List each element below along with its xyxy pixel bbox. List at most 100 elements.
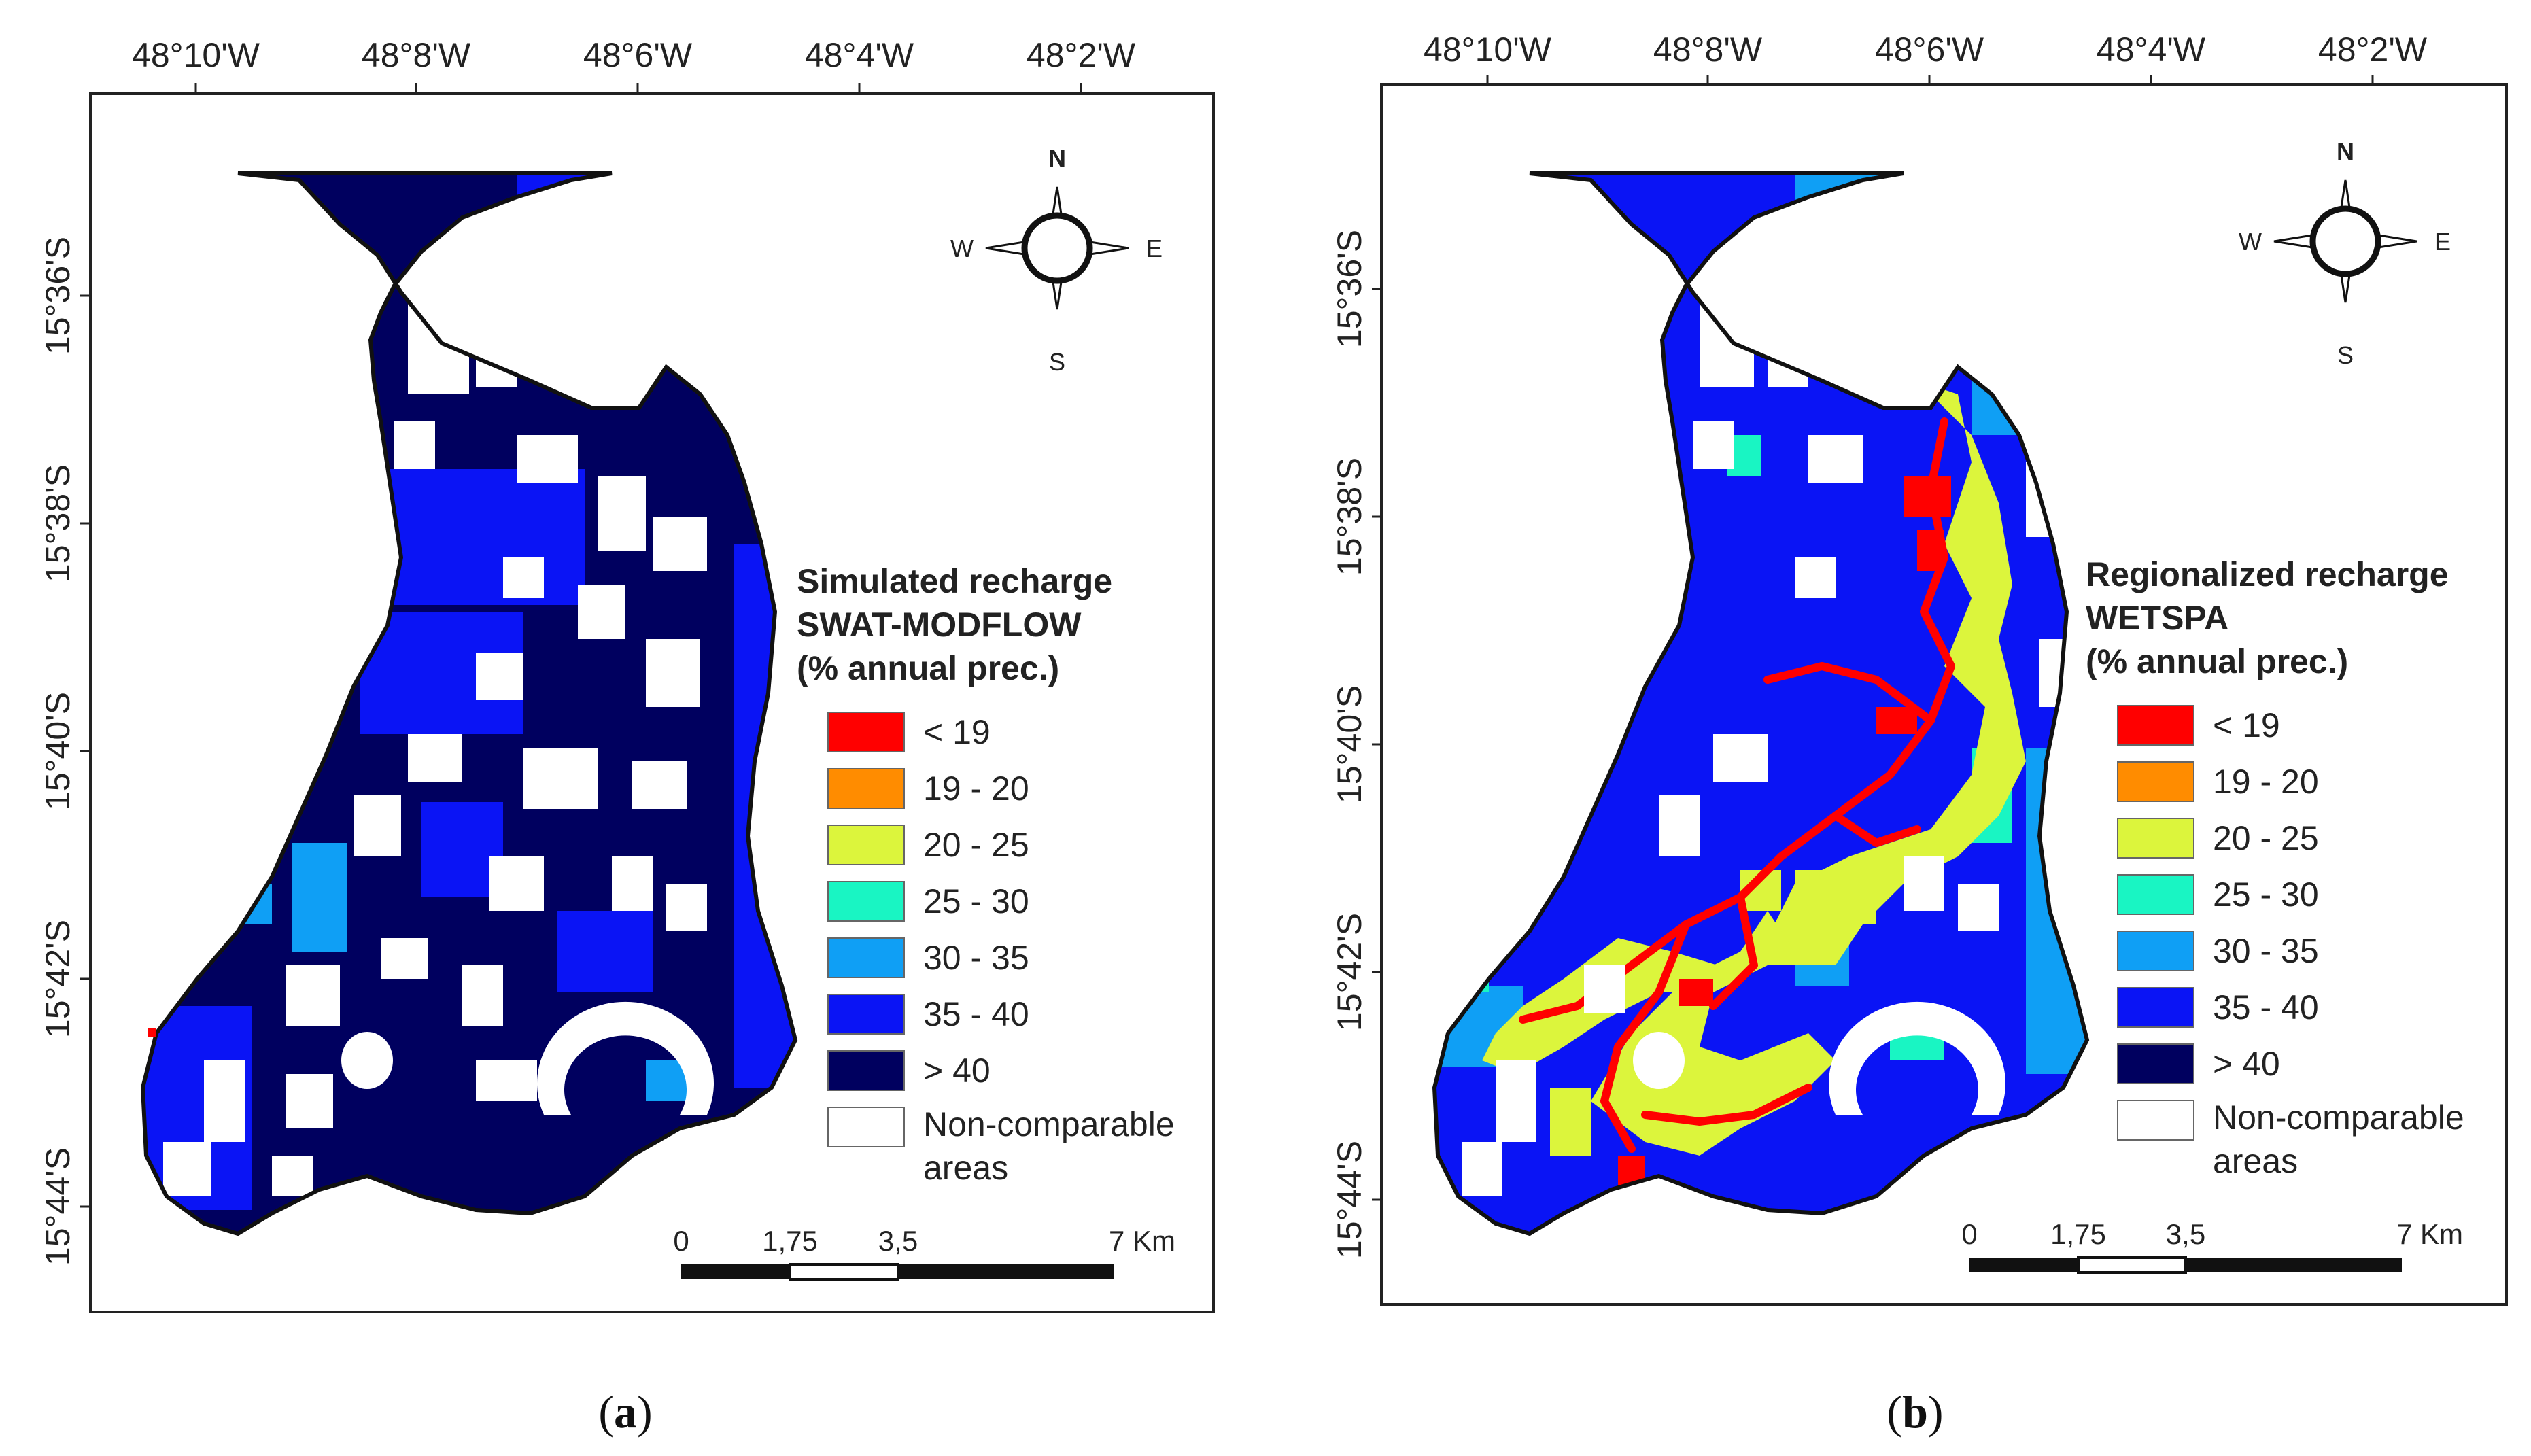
compass-circle: [1021, 212, 1093, 284]
legend-rows-b: < 19 19 - 20 20 - 25 25 - 30 30 - 35 35 - 40 >…: [2117, 705, 2464, 1180]
legend-swatch: [2117, 1043, 2194, 1084]
legend-title-line: (% annual prec.): [2086, 642, 2348, 680]
legend-label-noncomparable: areas: [923, 1149, 1008, 1187]
legend-swatch: [827, 937, 905, 978]
scale-label: 0: [673, 1225, 689, 1257]
legend-rows-a: < 19 19 - 20 20 - 25 25 - 30 30 - 35 35 - 40 >…: [827, 712, 1175, 1187]
legend-label: 25 - 30: [2213, 876, 2319, 914]
recharge-raster-b: [1434, 170, 2107, 1234]
lat-label: 15°36'S: [39, 237, 77, 355]
longitude-labels-a: 48°10'W 48°8'W 48°6'W 48°4'W 48°2'W: [132, 36, 1136, 74]
graticule-ticks-a: [80, 83, 1082, 1208]
compass-rose-a: N S W E: [950, 144, 1163, 376]
compass-circle: [2309, 205, 2381, 277]
legend-swatch: [827, 881, 905, 922]
scale-segment: [2186, 1258, 2402, 1272]
legend-label-noncomparable: Non-comparable: [923, 1105, 1175, 1143]
scale-segment: [789, 1263, 899, 1281]
recharge-raster-a: [143, 170, 816, 1234]
legend-swatch: [827, 1050, 905, 1091]
latitude-labels-a: 15°36'S 15°38'S 15°40'S 15°42'S 15°44'S: [39, 237, 77, 1266]
legend-label: 25 - 30: [923, 882, 1029, 920]
scale-label: 7 Km: [1109, 1225, 1175, 1257]
legend-label: 35 - 40: [2213, 988, 2319, 1026]
lat-label: 15°38'S: [39, 464, 77, 583]
caption-letter: b: [1902, 1386, 1928, 1438]
scale-label: 3,5: [878, 1225, 918, 1257]
lat-label: 15°42'S: [39, 920, 77, 1038]
scale-label: 1,75: [762, 1225, 818, 1257]
lat-label: 15°44'S: [1330, 1141, 1368, 1259]
legend-label: > 40: [2213, 1045, 2280, 1083]
lat-label: 15°40'S: [1330, 685, 1368, 803]
scale-segment: [1969, 1258, 2078, 1272]
legend-swatch: [827, 712, 905, 752]
legend-swatch: [827, 994, 905, 1035]
scale-label: 7 Km: [2396, 1218, 2463, 1250]
legend-label: 30 - 35: [923, 939, 1029, 977]
lon-label: 48°10'W: [1424, 31, 1552, 69]
panel-caption-b: (b): [1887, 1386, 1943, 1438]
caption-letter: a: [614, 1386, 637, 1438]
scale-label: 1,75: [2050, 1218, 2106, 1250]
scale-bar-b: 0 1,75 3,5 7 Km: [1961, 1218, 2463, 1274]
legend-a: Simulated recharge SWAT-MODFLOW (% annua…: [797, 562, 1175, 1187]
legend-swatch: [2117, 931, 2194, 971]
legend-swatch: [827, 825, 905, 865]
map-frame-a: [89, 92, 1215, 1313]
compass-north-label: N: [2337, 137, 2354, 165]
scale-label: 0: [1961, 1218, 1977, 1250]
legend-swatch: [2117, 987, 2194, 1028]
legend-label: 20 - 25: [2213, 819, 2319, 857]
legend-title-line: SWAT-MODFLOW: [797, 606, 1082, 644]
legend-title-line: Simulated recharge: [797, 562, 1112, 600]
legend-swatch-noncomparable: [2117, 1100, 2194, 1141]
compass-rose-b: N S W E: [2239, 137, 2451, 369]
scale-segment: [898, 1264, 1114, 1279]
panel-caption-a: (a): [598, 1386, 652, 1438]
map-panel-a: 48°10'W 48°8'W 48°6'W 48°4'W 48°2'W 15°3…: [39, 36, 1215, 1438]
lon-label: 48°6'W: [1875, 31, 1984, 69]
legend-label-noncomparable: areas: [2213, 1142, 2298, 1180]
legend-label: 30 - 35: [2213, 932, 2319, 970]
lon-label: 48°2'W: [1027, 36, 1136, 74]
lon-label: 48°10'W: [132, 36, 260, 74]
legend-label-noncomparable: Non-comparable: [2213, 1098, 2464, 1137]
legend-swatch: [2117, 874, 2194, 915]
map-panel-b: 48°10'W 48°8'W 48°6'W 48°4'W 48°2'W 15°3…: [1330, 31, 2508, 1438]
legend-title-line: (% annual prec.): [797, 649, 1059, 687]
lon-label: 48°8'W: [1653, 31, 1763, 69]
map-frame-b: [1380, 83, 2508, 1306]
legend-label: > 40: [923, 1052, 991, 1090]
longitude-labels-b: 48°10'W 48°8'W 48°6'W 48°4'W 48°2'W: [1424, 31, 2428, 69]
scale-bar-a: 0 1,75 3,5 7 Km: [673, 1225, 1175, 1281]
lon-label: 48°2'W: [2318, 31, 2428, 69]
legend-title-line: Regionalized recharge: [2086, 555, 2449, 593]
legend-swatch: [2117, 761, 2194, 802]
lon-label: 48°6'W: [583, 36, 693, 74]
graticule-ticks-b: [1372, 75, 2374, 1201]
legend-label: 19 - 20: [923, 769, 1029, 808]
compass-west-label: W: [950, 235, 974, 262]
legend-swatch: [827, 768, 905, 809]
legend-title-line: WETSPA: [2086, 599, 2228, 637]
legend-label: < 19: [923, 713, 991, 751]
legend-label: 19 - 20: [2213, 763, 2319, 801]
legend-label: 20 - 25: [923, 826, 1029, 864]
lat-label: 15°44'S: [39, 1147, 77, 1266]
compass-west-label: W: [2239, 228, 2262, 256]
legend-swatch: [2117, 705, 2194, 746]
compass-south-label: S: [1049, 348, 1065, 376]
legend-label: < 19: [2213, 706, 2280, 744]
scale-segment: [681, 1264, 790, 1279]
lon-label: 48°8'W: [362, 36, 471, 74]
lat-label: 15°40'S: [39, 692, 77, 810]
lat-label: 15°42'S: [1330, 913, 1368, 1031]
legend-b: Regionalized recharge WETSPA (% annual p…: [2086, 555, 2464, 1180]
scale-segment: [2077, 1256, 2187, 1274]
legend-swatch-noncomparable: [827, 1107, 905, 1147]
legend-label: 35 - 40: [923, 995, 1029, 1033]
lon-label: 48°4'W: [805, 36, 914, 74]
lon-label: 48°4'W: [2097, 31, 2206, 69]
lat-label: 15°38'S: [1330, 457, 1368, 576]
